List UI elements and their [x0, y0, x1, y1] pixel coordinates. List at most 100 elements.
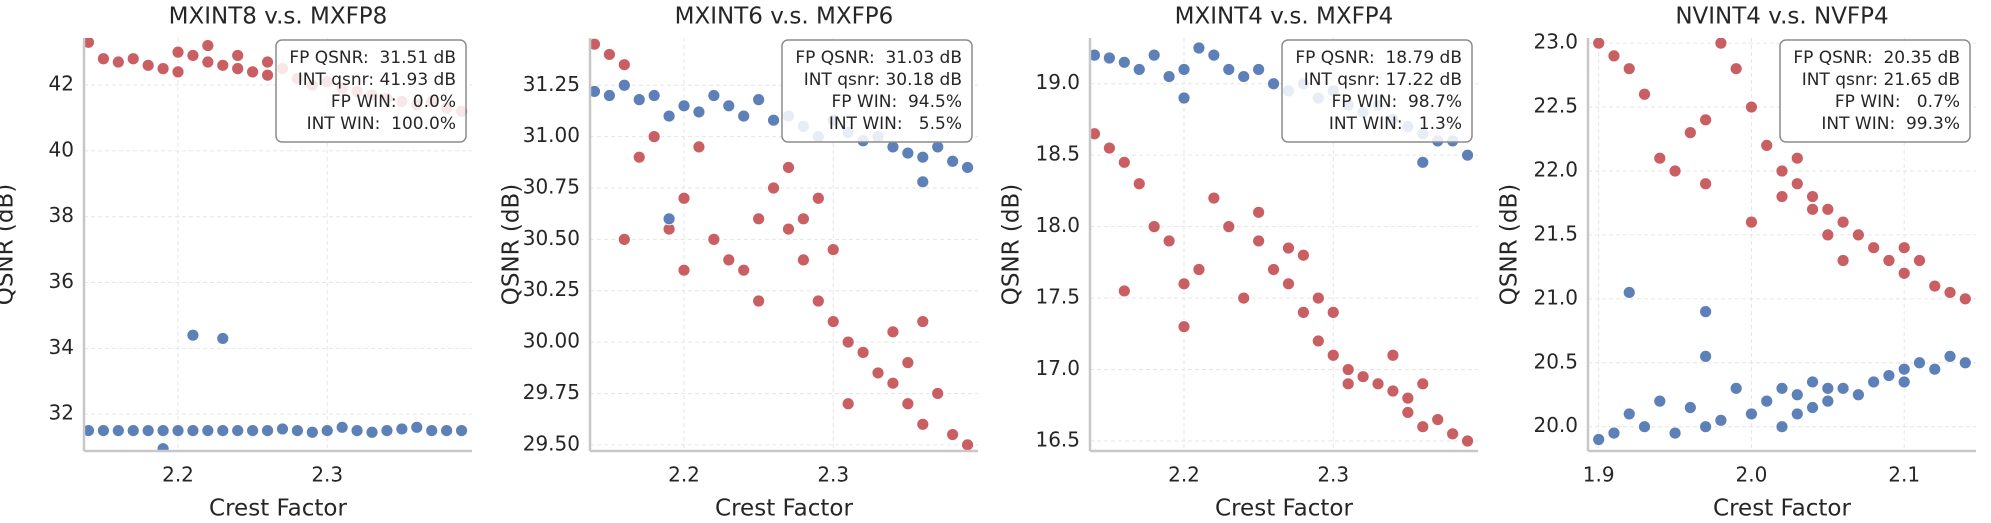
- x-tick-label: 2.2: [668, 463, 700, 487]
- point: [1943, 286, 1957, 299]
- point: [1162, 234, 1176, 248]
- point: [141, 58, 155, 72]
- point: [737, 109, 751, 123]
- point: [632, 93, 646, 107]
- point: [231, 62, 245, 76]
- point: [707, 232, 721, 246]
- point: [1177, 91, 1191, 105]
- x-axis-label: Crest Factor: [1713, 496, 1851, 522]
- point: [961, 438, 974, 451]
- point: [1745, 407, 1758, 421]
- point: [231, 49, 245, 62]
- annotation-box: [275, 39, 467, 143]
- point: [1699, 177, 1713, 191]
- subplot-title: MXINT6 v.s. MXFP6: [675, 4, 894, 30]
- x-tick-label: 2.3: [817, 463, 849, 487]
- point: [320, 424, 334, 437]
- point: [425, 424, 439, 437]
- point: [1913, 254, 1926, 267]
- y-tick-label: 21.0: [1533, 285, 1578, 309]
- point: [1222, 220, 1236, 234]
- point: [1882, 254, 1896, 267]
- point: [752, 93, 766, 107]
- y-axis-label: QSNR (dB): [0, 184, 19, 306]
- point: [1729, 62, 1743, 76]
- point: [1790, 151, 1804, 165]
- point: [946, 428, 960, 441]
- point: [350, 424, 364, 437]
- y-tick-label: 23.0: [1533, 30, 1578, 54]
- subplot: 32 34 36 38 40 42 2.2 2.3 MXINT8 v.s. MXFP8 Crest…: [0, 4, 472, 522]
- x-axis-label: Crest Factor: [715, 496, 853, 522]
- points: [1090, 41, 1474, 448]
- point: [1714, 38, 1728, 50]
- point: [811, 191, 825, 205]
- point: [1326, 348, 1340, 362]
- point: [261, 424, 274, 437]
- point: [1090, 127, 1101, 141]
- point: [707, 89, 721, 102]
- point: [782, 161, 795, 174]
- point: [1790, 177, 1804, 191]
- point: [290, 424, 304, 437]
- point: [1699, 420, 1713, 434]
- y-tick-label: 30.25: [523, 277, 580, 301]
- point: [1699, 305, 1713, 319]
- point: [1090, 48, 1101, 62]
- x-tick-label: 2.3: [311, 463, 343, 487]
- point: [1177, 63, 1191, 76]
- annotation-line: INT qsnr: 41.93 dB: [298, 70, 456, 90]
- point: [1386, 348, 1400, 362]
- point: [797, 212, 810, 226]
- point: [1282, 241, 1295, 255]
- annotation-line: INT qsnr: 17.22 dB: [1304, 70, 1462, 90]
- point: [1326, 305, 1340, 319]
- point: [1943, 349, 1957, 363]
- annotation-line: FP WIN: 94.5%: [831, 92, 962, 112]
- annotation-line: FP QSNR: 20.35 dB: [1793, 48, 1960, 68]
- point: [1622, 407, 1636, 421]
- point: [662, 212, 676, 226]
- point: [931, 387, 945, 400]
- point: [455, 424, 468, 437]
- point: [171, 45, 185, 59]
- x-tick-label: 2.0: [1736, 463, 1768, 487]
- point: [1297, 248, 1310, 262]
- point: [1745, 215, 1758, 229]
- point: [1311, 291, 1325, 305]
- point: [632, 150, 646, 164]
- point: [1117, 155, 1131, 169]
- point: [1132, 63, 1146, 76]
- point: [1431, 413, 1445, 426]
- point: [1607, 49, 1621, 63]
- annotation-line: FP WIN: 0.0%: [331, 92, 456, 112]
- point: [1760, 139, 1774, 152]
- point: [141, 424, 155, 437]
- point: [1401, 406, 1415, 419]
- point: [1775, 190, 1789, 203]
- point: [1311, 334, 1325, 348]
- point: [901, 356, 915, 370]
- point: [1821, 202, 1835, 216]
- point: [1821, 394, 1835, 408]
- point: [1683, 401, 1697, 414]
- subplot-title: MXINT8 v.s. MXFP8: [169, 4, 388, 30]
- point: [1913, 356, 1926, 370]
- point: [617, 58, 631, 72]
- point: [186, 49, 200, 62]
- point: [1162, 70, 1176, 83]
- point: [1867, 375, 1881, 389]
- point: [261, 68, 274, 82]
- point: [201, 424, 215, 437]
- point: [1177, 320, 1191, 334]
- point: [826, 243, 840, 257]
- annotation-line: FP QSNR: 18.79 dB: [1295, 48, 1462, 68]
- point: [1237, 291, 1251, 305]
- x-axis-label: Crest Factor: [1215, 496, 1353, 522]
- y-tick-label: 17.5: [1035, 285, 1080, 309]
- point: [797, 253, 810, 267]
- point: [617, 78, 631, 92]
- point: [1653, 394, 1667, 408]
- point: [1897, 375, 1911, 389]
